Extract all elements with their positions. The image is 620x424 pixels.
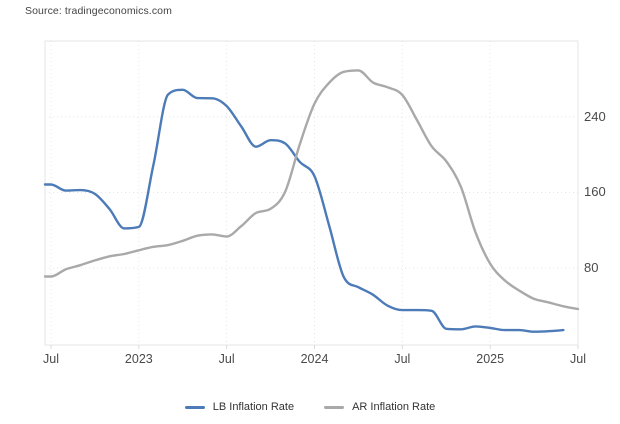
x-tick-label: 2025 — [476, 352, 505, 366]
legend-item-lb[interactable]: LB Inflation Rate — [184, 401, 295, 413]
ar-series-line[interactable] — [43, 69, 580, 311]
legend-item-ar[interactable]: AR Inflation Rate — [324, 401, 435, 413]
legend-line-swatch — [184, 405, 205, 409]
x-tick-label: Jul — [570, 352, 586, 366]
plot-border — [44, 40, 579, 346]
y-tick-label: 160 — [584, 184, 606, 200]
x-tick-label: 2024 — [300, 352, 329, 366]
lb-series-line[interactable] — [43, 88, 565, 333]
x-tick-label: Jul — [218, 352, 235, 366]
x-tick-label: Jul — [394, 352, 411, 366]
y-tick-label: 80 — [584, 259, 599, 275]
x-tick-label: Jul — [43, 352, 59, 366]
source-label: Source: tradingeconomics.com — [25, 5, 172, 17]
legend-label: AR Inflation Rate — [352, 401, 436, 413]
x-tick-label: 2023 — [124, 352, 153, 366]
y-tick-label: 240 — [584, 108, 606, 124]
legend-label: LB Inflation Rate — [212, 401, 295, 413]
legend-line-swatch — [324, 405, 345, 409]
legend: LB Inflation Rate AR Inflation Rate — [0, 401, 620, 413]
